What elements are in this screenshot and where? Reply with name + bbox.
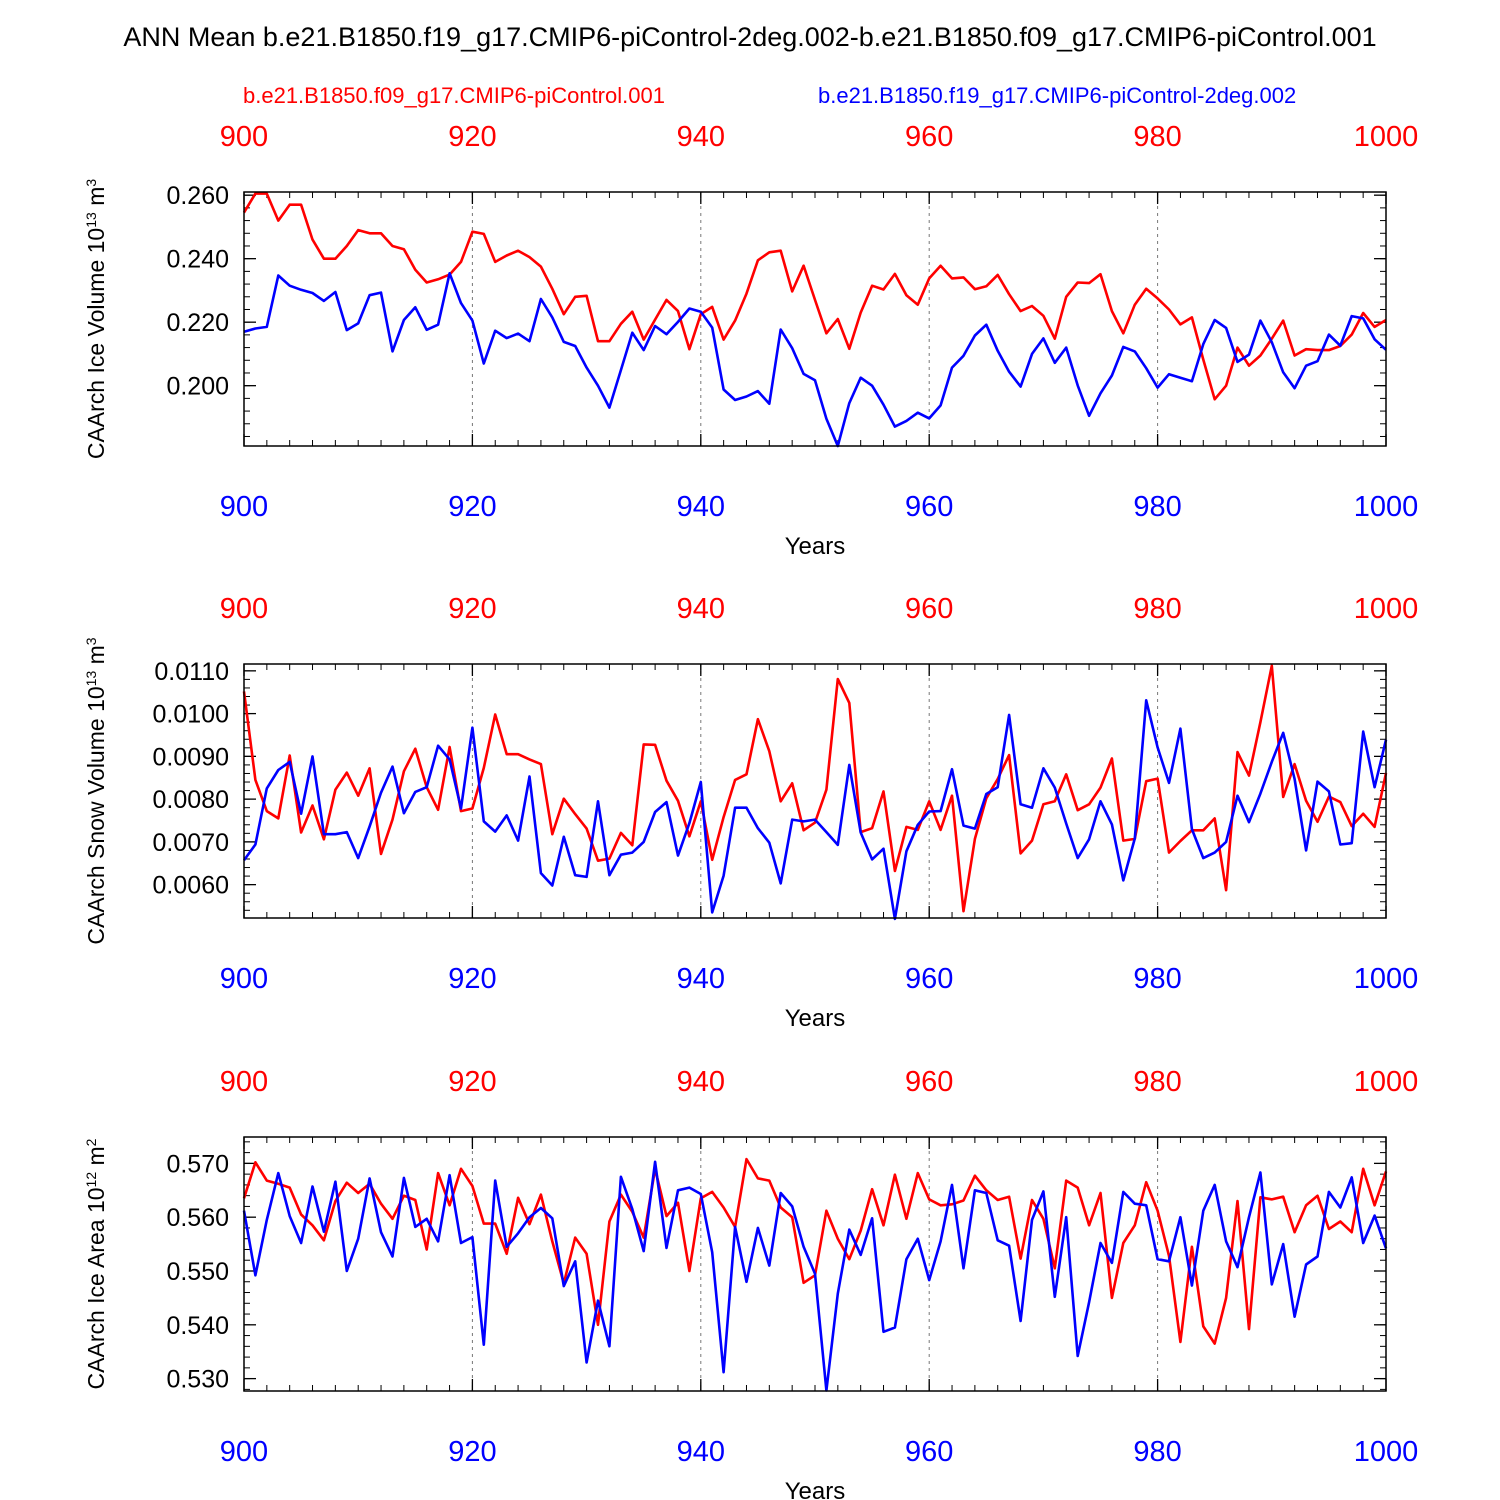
legend-label-f19: b.e21.B1850.f19_g17.CMIP6-piControl-2deg… bbox=[818, 83, 1296, 108]
x-tick-label-bottom: 940 bbox=[677, 491, 725, 523]
x-tick-label-bottom: 900 bbox=[220, 963, 268, 995]
x-tick-label-bottom: 920 bbox=[448, 1436, 496, 1468]
x-tick-label-bottom: 980 bbox=[1133, 491, 1181, 523]
x-tick-label-top: 980 bbox=[1133, 593, 1181, 625]
x-tick-label-top: 900 bbox=[220, 1066, 268, 1098]
plot-frame bbox=[243, 1136, 1387, 1392]
y-tick-label: 0.0070 bbox=[153, 829, 229, 857]
x-tick-label-top: 1000 bbox=[1354, 593, 1419, 625]
y-axis-label: CAArch Ice Area 1012 m2 bbox=[83, 1138, 109, 1389]
x-tick-label-top: 960 bbox=[905, 593, 953, 625]
chart-panel-3: 0.530 0.540 0.550 0.560 0.570 900 900 920 920 940… bbox=[83, 1066, 1418, 1500]
series-line-f19 bbox=[242, 698, 1388, 921]
x-tick-label-bottom: 940 bbox=[677, 1436, 725, 1468]
plot-frame bbox=[243, 663, 1387, 919]
x-tick-label-bottom: 900 bbox=[220, 491, 268, 523]
y-tick-label: 0.0060 bbox=[153, 872, 229, 900]
x-tick-label-top: 940 bbox=[677, 121, 725, 153]
y-tick-label: 0.530 bbox=[166, 1366, 229, 1394]
x-tick-label-bottom: 980 bbox=[1133, 1436, 1181, 1468]
x-tick-label-top: 920 bbox=[448, 593, 496, 625]
x-tick-label-bottom: 920 bbox=[448, 491, 496, 523]
x-tick-label-bottom: 900 bbox=[220, 1436, 268, 1468]
x-axis-label: Years bbox=[785, 533, 846, 560]
x-tick-label-bottom: 1000 bbox=[1354, 963, 1419, 995]
y-tick-label: 0.0090 bbox=[153, 743, 229, 771]
x-tick-label-top: 940 bbox=[677, 1066, 725, 1098]
y-tick-label: 0.0080 bbox=[153, 786, 229, 814]
legend-label-f09: b.e21.B1850.f09_g17.CMIP6-piControl.001 bbox=[243, 83, 665, 108]
x-tick-label-bottom: 980 bbox=[1133, 963, 1181, 995]
y-tick-label: 0.220 bbox=[166, 309, 229, 337]
x-tick-label-top: 960 bbox=[905, 121, 953, 153]
y-tick-label: 0.240 bbox=[166, 246, 229, 274]
y-axis-label: CAArch Ice Volume 1013 m3 bbox=[83, 179, 109, 460]
x-tick-label-bottom: 960 bbox=[905, 963, 953, 995]
x-tick-label-top: 900 bbox=[220, 593, 268, 625]
y-tick-label: 0.0110 bbox=[154, 658, 229, 686]
y-tick-label: 0.0100 bbox=[153, 701, 229, 729]
x-tick-label-bottom: 940 bbox=[677, 963, 725, 995]
x-axis-label: Years bbox=[785, 1478, 846, 1500]
x-tick-label-bottom: 1000 bbox=[1354, 491, 1419, 523]
plot-frame bbox=[243, 191, 1387, 447]
x-tick-label-top: 920 bbox=[448, 121, 496, 153]
x-tick-label-bottom: 960 bbox=[905, 491, 953, 523]
x-tick-label-bottom: 920 bbox=[448, 963, 496, 995]
y-tick-label: 0.570 bbox=[166, 1150, 229, 1178]
x-tick-label-top: 900 bbox=[220, 121, 268, 153]
x-tick-label-top: 1000 bbox=[1354, 121, 1419, 153]
x-tick-label-bottom: 1000 bbox=[1354, 1436, 1419, 1468]
y-tick-label: 0.260 bbox=[166, 182, 229, 210]
y-tick-label: 0.540 bbox=[166, 1312, 229, 1340]
series-line-f09 bbox=[242, 664, 1388, 913]
x-tick-label-top: 960 bbox=[905, 1066, 953, 1098]
y-tick-label: 0.550 bbox=[166, 1258, 229, 1286]
x-tick-label-top: 980 bbox=[1133, 121, 1181, 153]
series-line-f19 bbox=[243, 271, 1387, 448]
x-tick-label-top: 940 bbox=[677, 593, 725, 625]
x-tick-label-top: 980 bbox=[1133, 1066, 1181, 1098]
x-tick-label-top: 920 bbox=[448, 1066, 496, 1098]
series-line-f09 bbox=[242, 192, 1387, 401]
figure-title: ANN Mean b.e21.B1850.f19_g17.CMIP6-piCon… bbox=[123, 22, 1376, 52]
y-tick-label: 0.200 bbox=[166, 373, 229, 401]
chart-panel-2: 0.0060 0.0070 0.0080 0.0090 0.0100 0.0110 900 9… bbox=[83, 593, 1418, 1032]
chart-panel-1: 0.200 0.220 0.240 0.260 900 900 920 920 940 940 96… bbox=[83, 121, 1418, 560]
x-tick-label-bottom: 960 bbox=[905, 1436, 953, 1468]
y-axis-label: CAArch Snow Volume 1013 m3 bbox=[83, 637, 109, 944]
x-tick-label-top: 1000 bbox=[1354, 1066, 1419, 1098]
series-line-f19 bbox=[242, 1160, 1388, 1392]
x-axis-label: Years bbox=[785, 1005, 846, 1032]
y-tick-label: 0.560 bbox=[166, 1204, 229, 1232]
